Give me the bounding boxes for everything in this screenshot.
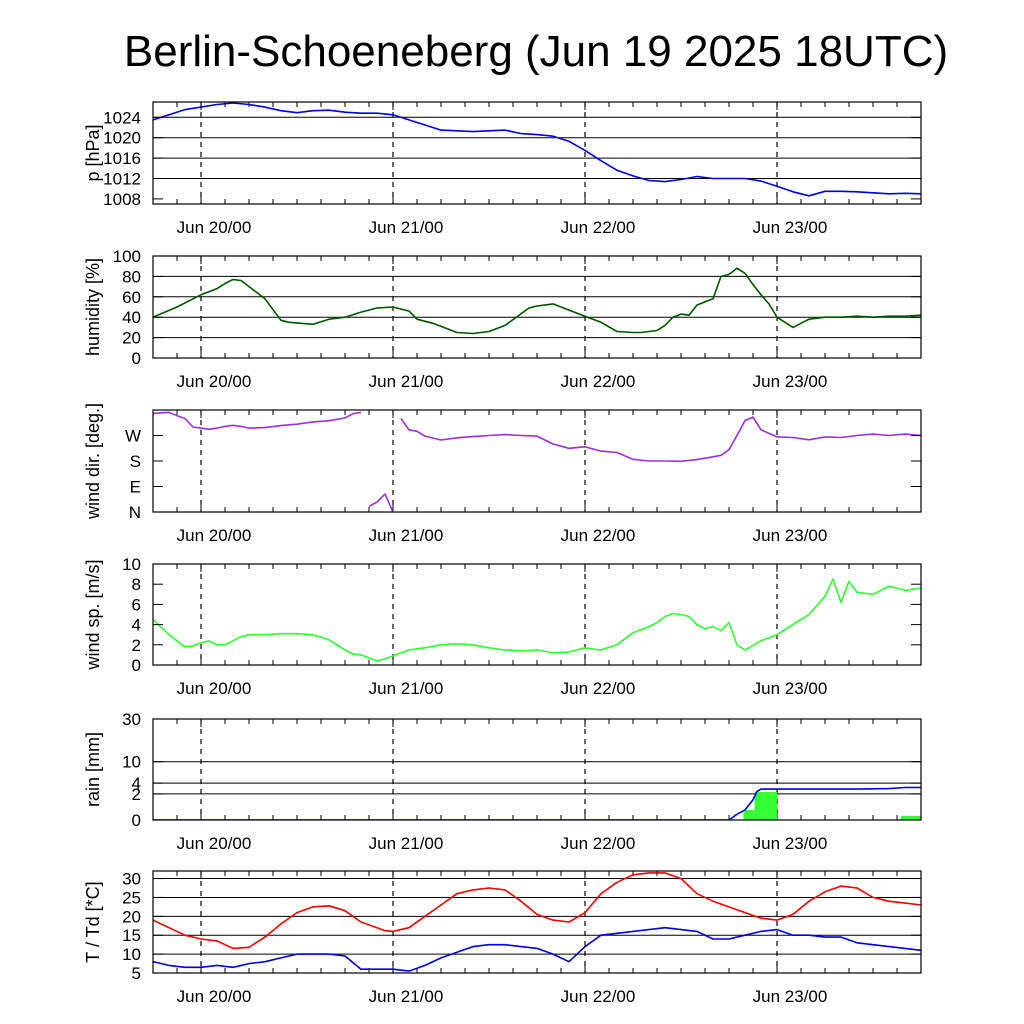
- x-tick-label: Jun 20/00: [177, 834, 252, 853]
- wind_speed-axis-title: wind sp. [m/s]: [83, 559, 103, 670]
- x-tick-label: Jun 22/00: [561, 679, 636, 698]
- x-tick-label: Jun 20/00: [177, 679, 252, 698]
- series-line-p: [153, 102, 921, 197]
- x-tick-label: Jun 22/00: [561, 834, 636, 853]
- y-tick-label: 40: [122, 308, 141, 327]
- series-line-dir: [400, 416, 921, 463]
- y-tick-label: 15: [122, 926, 141, 945]
- rain-panel: 0 24 10 30 rain [mm] Jun 20/00 Jun 21/00 Jun 22…: [83, 710, 922, 853]
- rain-bar: [743, 809, 755, 820]
- rain-frame: [152, 718, 922, 821]
- y-tick-label: 1012: [103, 170, 141, 189]
- y-tick-label: 2: [132, 636, 141, 655]
- y-tick-label: 1024: [103, 108, 141, 127]
- x-tick-label: Jun 21/00: [369, 218, 444, 237]
- series-line-spd: [153, 578, 921, 662]
- pressure-frame: [152, 101, 922, 205]
- wind_direction-frame: [152, 409, 922, 513]
- y-tick-label: N: [129, 503, 141, 522]
- x-tick-label: Jun 21/00: [369, 526, 444, 545]
- y-tick-label: 30: [122, 710, 141, 729]
- x-tick-label: Jun 23/00: [753, 987, 828, 1006]
- y-tick-label: E: [130, 478, 141, 497]
- humidity-frame: [152, 255, 922, 359]
- y-tick-label: 1016: [103, 149, 141, 168]
- wind_speed-frame: [152, 563, 922, 666]
- x-tick-label: Jun 21/00: [369, 372, 444, 391]
- wind_direction-axis-title: wind dir. [deg.]: [83, 403, 103, 520]
- series-line-dir: [153, 411, 362, 431]
- humidity-axis-title: humidity [%]: [83, 258, 103, 356]
- x-tick-label: Jun 20/00: [177, 372, 252, 391]
- temperature-axis-title: T / Td [*C]: [83, 881, 103, 962]
- x-tick-label: Jun 23/00: [753, 526, 828, 545]
- chart-title: Berlin-Schoeneberg (Jun 19 2025 18UTC): [124, 27, 948, 76]
- x-tick-label: Jun 22/00: [561, 218, 636, 237]
- y-tick-label: 10: [122, 555, 141, 574]
- y-tick-label: 30: [122, 870, 141, 889]
- y-tick-label: W: [125, 427, 141, 446]
- rain-bar: [901, 815, 921, 820]
- y-tick-label: 5: [132, 964, 141, 983]
- y-tick-label: 10: [122, 753, 141, 772]
- series-line-Td: [153, 926, 921, 972]
- y-tick-label: 0: [132, 656, 141, 675]
- series-line-rh: [153, 267, 921, 335]
- temperature-frame: [152, 870, 922, 974]
- x-tick-label: Jun 20/00: [177, 526, 252, 545]
- y-tick-label: 1020: [103, 129, 141, 148]
- x-tick-label: Jun 22/00: [561, 372, 636, 391]
- rain-axis-title: rain [mm]: [83, 732, 103, 807]
- y-tick-label: 8: [132, 575, 141, 594]
- y-tick-label: 80: [122, 267, 141, 286]
- y-tick-label: 20: [122, 907, 141, 926]
- y-tick-label: 1008: [103, 190, 141, 209]
- x-tick-label: Jun 22/00: [561, 987, 636, 1006]
- y-tick-label: 60: [122, 288, 141, 307]
- y-tick-label: 100: [113, 247, 141, 266]
- y-tick-label: 6: [132, 595, 141, 614]
- x-tick-label: Jun 21/00: [369, 834, 444, 853]
- y-tick-label: 25: [122, 888, 141, 907]
- y-tick-label: 20: [122, 329, 141, 348]
- x-tick-label: Jun 20/00: [177, 218, 252, 237]
- x-tick-label: Jun 21/00: [369, 679, 444, 698]
- y-tick-label: 4: [132, 616, 141, 635]
- x-tick-label: Jun 22/00: [561, 526, 636, 545]
- y-tick-label: 0: [132, 349, 141, 368]
- x-tick-label: Jun 23/00: [753, 218, 828, 237]
- x-tick-label: Jun 20/00: [177, 987, 252, 1006]
- x-tick-label: Jun 23/00: [753, 834, 828, 853]
- x-tick-label: Jun 23/00: [753, 679, 828, 698]
- y-tick-label: S: [130, 452, 141, 471]
- series-line-dir: [368, 493, 394, 512]
- rain-bar: [754, 792, 777, 820]
- y-tick-label: 0: [132, 811, 141, 830]
- y-tick-label: 2: [132, 785, 141, 804]
- y-tick-label: 10: [122, 945, 141, 964]
- pressure-axis-title: p [hPa]: [83, 124, 103, 181]
- series-line-rain_total: [153, 786, 921, 820]
- y-tick-label: 4: [132, 774, 141, 793]
- series-line-T: [153, 872, 921, 950]
- x-tick-label: Jun 21/00: [369, 987, 444, 1006]
- x-tick-label: Jun 23/00: [753, 372, 828, 391]
